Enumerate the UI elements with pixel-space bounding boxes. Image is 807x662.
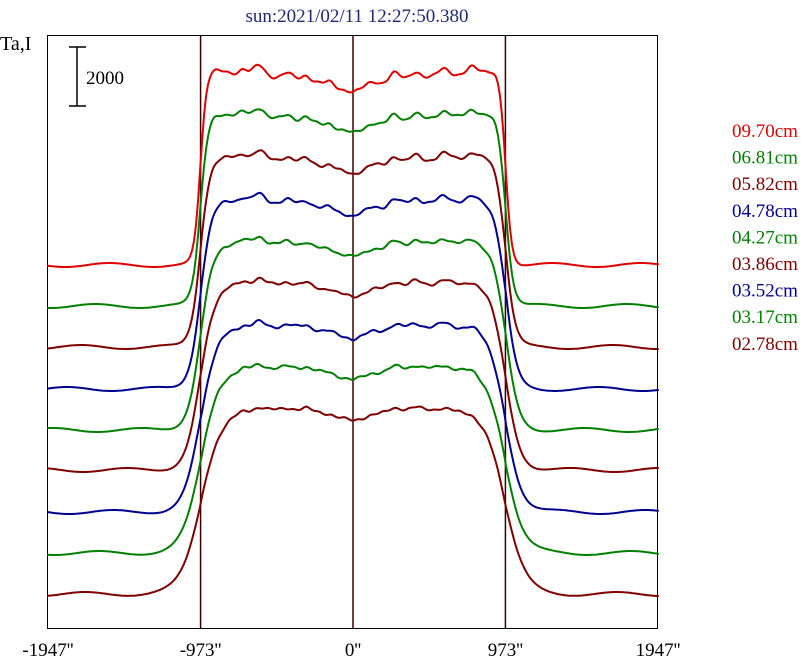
legend-entry: 03.17cm xyxy=(732,307,798,328)
series-line-03.17cm xyxy=(47,362,659,556)
x-tick-label: 0'' xyxy=(345,640,361,661)
series-line-04.27cm xyxy=(47,235,659,433)
series-line-04.78cm xyxy=(47,191,659,392)
x-tick-label: -1947'' xyxy=(22,640,73,661)
legend-entry: 04.27cm xyxy=(732,227,798,248)
series-line-03.86cm xyxy=(47,276,659,473)
series-group xyxy=(47,63,659,597)
plot-frame xyxy=(47,35,658,629)
series-line-05.82cm xyxy=(47,149,659,350)
legend: 09.70cm 06.81cm 05.82cm 04.78cm 04.27cm 03.86… xyxy=(732,121,798,355)
series-line-06.81cm xyxy=(47,108,659,309)
legend-entry: 05.82cm xyxy=(732,174,798,195)
chart-title: sun:2021/02/11 12:27:50.380 xyxy=(245,6,468,27)
x-tick-label: 973'' xyxy=(488,640,523,661)
legend-entry: 09.70cm xyxy=(732,121,798,142)
scale-bar-label: 2000 xyxy=(86,68,124,89)
x-axis-ticks: -1947'' -973'' 0'' 973'' 1947'' xyxy=(22,640,680,661)
vertical-reference-lines xyxy=(199,36,507,628)
series-line-02.78cm xyxy=(47,405,659,597)
x-tick-label: 1947'' xyxy=(636,640,681,661)
legend-entry: 06.81cm xyxy=(732,148,798,169)
y-axis-label: Ta,I xyxy=(0,33,31,55)
series-line-09.70cm xyxy=(47,63,659,268)
legend-entry: 04.78cm xyxy=(732,201,798,222)
scale-bar: 2000 xyxy=(69,46,124,107)
legend-entry: 03.86cm xyxy=(732,254,798,275)
series-line-03.52cm xyxy=(47,319,659,515)
legend-entry: 02.78cm xyxy=(732,334,798,355)
legend-entry: 03.52cm xyxy=(732,281,798,302)
x-tick-label: -973'' xyxy=(180,640,222,661)
